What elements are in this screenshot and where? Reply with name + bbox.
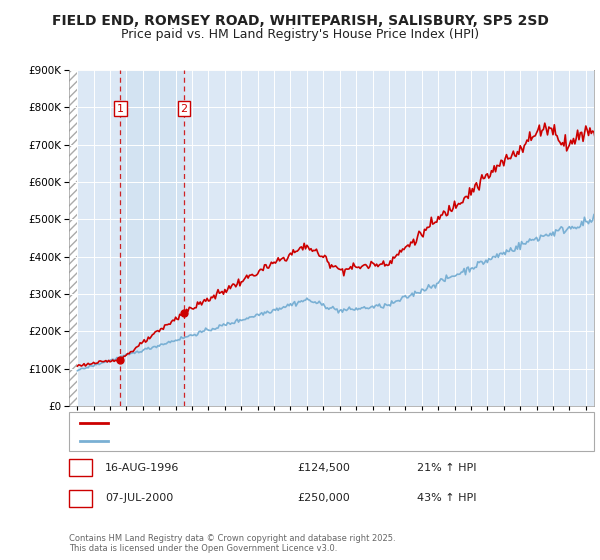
Text: 16-AUG-1996: 16-AUG-1996 bbox=[105, 463, 179, 473]
Text: 2: 2 bbox=[77, 493, 84, 503]
Text: Price paid vs. HM Land Registry's House Price Index (HPI): Price paid vs. HM Land Registry's House … bbox=[121, 28, 479, 41]
Text: 43% ↑ HPI: 43% ↑ HPI bbox=[417, 493, 476, 503]
Text: HPI: Average price, detached house, Wiltshire: HPI: Average price, detached house, Wilt… bbox=[113, 436, 337, 446]
Text: 1: 1 bbox=[117, 104, 124, 114]
Text: £124,500: £124,500 bbox=[297, 463, 350, 473]
Text: 2: 2 bbox=[180, 104, 187, 114]
Bar bbox=[69, 70, 77, 406]
Text: Contains HM Land Registry data © Crown copyright and database right 2025.
This d: Contains HM Land Registry data © Crown c… bbox=[69, 534, 395, 553]
Text: 21% ↑ HPI: 21% ↑ HPI bbox=[417, 463, 476, 473]
Text: 07-JUL-2000: 07-JUL-2000 bbox=[105, 493, 173, 503]
Text: FIELD END, ROMSEY ROAD, WHITEPARISH, SALISBURY, SP5 2SD: FIELD END, ROMSEY ROAD, WHITEPARISH, SAL… bbox=[52, 14, 548, 28]
Text: £250,000: £250,000 bbox=[297, 493, 350, 503]
Text: FIELD END, ROMSEY ROAD, WHITEPARISH, SALISBURY, SP5 2SD (detached house): FIELD END, ROMSEY ROAD, WHITEPARISH, SAL… bbox=[113, 418, 514, 428]
Bar bbox=[120, 70, 184, 406]
Text: 1: 1 bbox=[77, 463, 84, 473]
